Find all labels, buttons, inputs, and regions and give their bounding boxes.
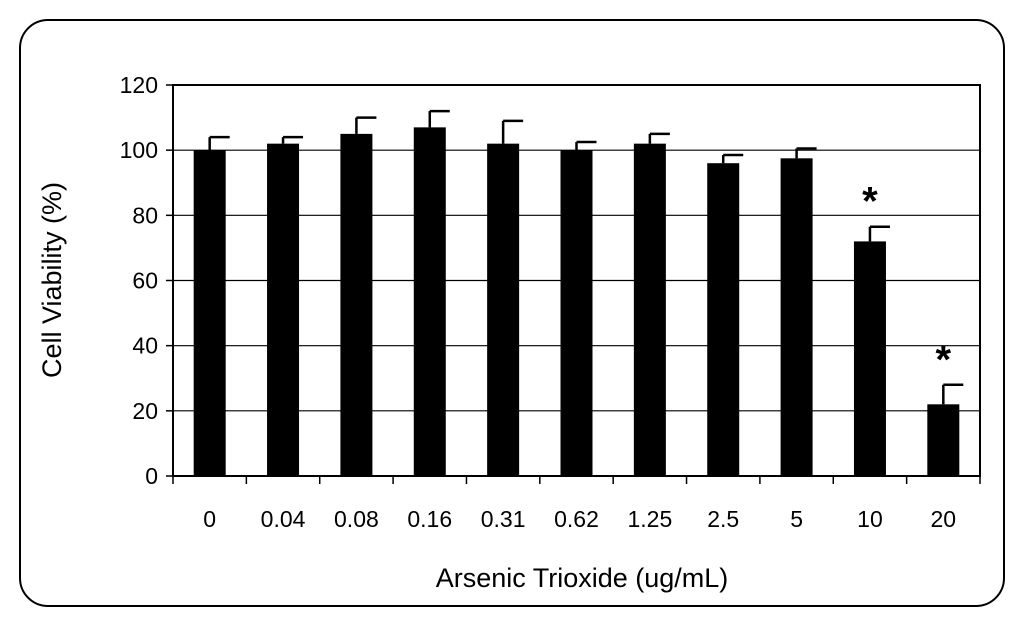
- x-axis-title: Arsenic Trioxide (ug/mL): [436, 563, 729, 593]
- x-tick-label: 0.31: [481, 506, 526, 532]
- error-bars: [208, 109, 964, 405]
- bar: [193, 150, 226, 476]
- y-tick-label: 60: [132, 268, 158, 294]
- bars: [193, 127, 960, 476]
- bar: [267, 143, 300, 476]
- y-tick-label: 80: [132, 202, 158, 228]
- y-tick-label: 0: [145, 463, 158, 489]
- x-tick-label: 1.25: [627, 506, 672, 532]
- x-tick-label: 0.62: [554, 506, 599, 532]
- y-tick-label: 20: [132, 398, 158, 424]
- y-tick-label: 100: [120, 137, 158, 163]
- bar: [413, 127, 446, 476]
- bar: [633, 143, 666, 476]
- bar: [707, 163, 740, 476]
- y-tick-label: 40: [132, 333, 158, 359]
- x-tick-label: 0: [203, 506, 216, 532]
- significance-marker: *: [862, 180, 878, 224]
- significance-annotations: **: [862, 180, 951, 382]
- bar: [340, 133, 373, 476]
- y-tick-label: 120: [120, 72, 158, 98]
- bar: [853, 241, 886, 476]
- x-tick-label: 10: [857, 506, 883, 532]
- x-tick-label: 0.16: [407, 506, 452, 532]
- bar: [560, 150, 593, 476]
- y-axis-ticks: 0 20 40 60 80 100 120: [120, 72, 173, 489]
- bar: [927, 404, 960, 476]
- y-axis-title: Cell Viability (%): [37, 182, 67, 378]
- x-tick-label: 0.04: [261, 506, 306, 532]
- x-tick-label: 5: [790, 506, 803, 532]
- x-tick-label: 0.08: [334, 506, 379, 532]
- x-tick-label: 20: [931, 506, 957, 532]
- bar: [487, 143, 520, 476]
- bar: [780, 158, 813, 476]
- x-axis-ticks: 0 0.04 0.08 0.16 0.31 0.62 1.25 2.5 5 10 20: [172, 476, 981, 532]
- significance-marker: *: [936, 338, 952, 382]
- x-tick-label: 2.5: [707, 506, 739, 532]
